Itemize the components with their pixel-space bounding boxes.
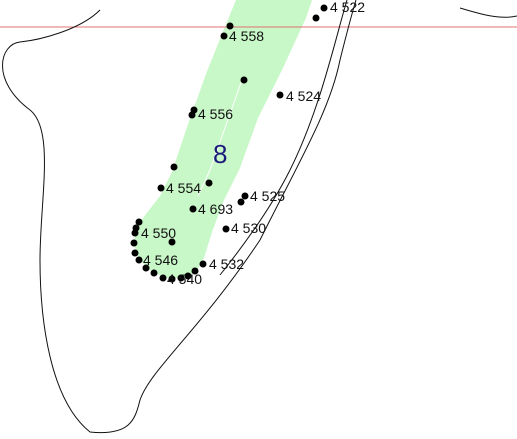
survey-point[interactable]: [184, 272, 192, 280]
survey-point[interactable]: [199, 260, 207, 268]
survey-point[interactable]: [191, 267, 199, 275]
survey-point[interactable]: [135, 218, 143, 226]
survey-point[interactable]: [312, 14, 320, 22]
survey-point[interactable]: [170, 163, 178, 171]
point-label-4532: 4 532: [209, 256, 244, 272]
survey-point[interactable]: [131, 249, 139, 257]
point-label-4522: 4 522: [330, 0, 365, 15]
survey-point[interactable]: [135, 256, 143, 264]
point-labels: 4 522 4 558 4 524 4 556 4 554 4 525 4 69…: [141, 0, 365, 287]
point-label-4558: 4 558: [229, 28, 264, 44]
survey-point[interactable]: [189, 205, 197, 213]
top-right-outline: [459, 7, 517, 18]
survey-point[interactable]: [240, 76, 248, 84]
point-label-4693: 4 693: [198, 201, 233, 217]
survey-point[interactable]: [222, 225, 230, 233]
point-label-4550: 4 550: [141, 225, 176, 241]
survey-point[interactable]: [168, 238, 176, 246]
survey-point[interactable]: [150, 269, 158, 277]
right-inner-outline: [219, 0, 348, 276]
point-label-4556: 4 556: [198, 106, 233, 122]
survey-point[interactable]: [241, 192, 249, 200]
parcel-inner-line: [197, 79, 243, 197]
survey-point[interactable]: [320, 4, 328, 12]
survey-point[interactable]: [130, 239, 138, 247]
left-outline-line: [2, 0, 357, 434]
survey-point[interactable]: [168, 275, 176, 283]
point-label-4554: 4 554: [166, 180, 201, 196]
survey-point[interactable]: [177, 274, 185, 282]
survey-point[interactable]: [142, 264, 150, 272]
survey-point[interactable]: [237, 198, 245, 206]
point-label-4525: 4 525: [250, 188, 285, 204]
parcel-8-area[interactable]: [134, 0, 312, 278]
point-label-4524: 4 524: [286, 88, 321, 104]
survey-point[interactable]: [157, 184, 165, 192]
parcel-number-label: 8: [213, 139, 227, 169]
survey-point[interactable]: [131, 229, 139, 237]
point-label-4530: 4 530: [231, 220, 266, 236]
survey-point[interactable]: [276, 91, 284, 99]
survey-points: [130, 4, 328, 283]
survey-point[interactable]: [226, 22, 234, 30]
point-label-4540: 4 540: [167, 271, 202, 287]
point-label-4546: 4 546: [143, 252, 178, 268]
survey-point[interactable]: [188, 111, 196, 119]
survey-point[interactable]: [159, 274, 167, 282]
survey-point[interactable]: [205, 179, 213, 187]
survey-point[interactable]: [220, 32, 228, 40]
